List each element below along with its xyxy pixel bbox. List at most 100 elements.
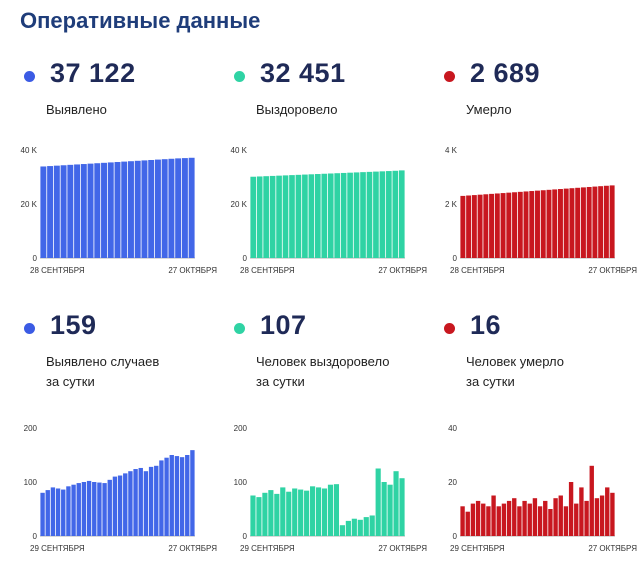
chart-bar <box>138 467 143 536</box>
chart-bar <box>605 487 610 536</box>
chart-bar <box>298 489 304 536</box>
y-tick-label: 100 <box>24 478 38 487</box>
x-end-label: 27 ОКТЯБРЯ <box>378 544 427 553</box>
stat-label: Человек умерло за сутки <box>466 352 564 392</box>
chart-bar <box>107 162 114 258</box>
chart-bar <box>586 186 592 258</box>
y-tick-label: 0 <box>453 532 458 541</box>
chart-bar <box>333 484 340 536</box>
stat-panel: 107 Человек выздоровело за сутки 0 100 200… <box>230 310 430 582</box>
chart-bar <box>280 487 286 536</box>
chart-bar <box>308 174 315 258</box>
chart-bar <box>345 520 351 536</box>
stat-panel: 16 Человек умерло за сутки 0 20 40 29 СЕНТЯ… <box>440 310 640 582</box>
chart-bar <box>174 456 180 536</box>
stat-label: Выявлено <box>46 100 107 120</box>
chart-bar <box>563 506 569 536</box>
chart-bar <box>340 172 347 258</box>
chart-bar <box>506 500 512 536</box>
chart-bar <box>50 487 56 536</box>
y-tick-label: 20 <box>448 478 457 487</box>
chart-bar <box>347 172 353 258</box>
chart-bar <box>80 164 87 258</box>
x-end-label: 27 ОКТЯБРЯ <box>588 544 637 553</box>
indicator-dot-icon <box>234 323 245 334</box>
chart-bar <box>107 479 112 536</box>
chart-bar <box>381 482 387 536</box>
chart-bar <box>76 483 81 536</box>
chart-bar <box>537 506 543 536</box>
chart-bar <box>45 490 50 536</box>
stat-label-line2: за сутки <box>466 374 515 389</box>
x-start-label: 28 СЕНТЯБРЯ <box>240 266 295 275</box>
stat-label: Выздоровело <box>256 100 338 120</box>
chart-bar <box>286 491 292 536</box>
chart-bar <box>175 158 182 258</box>
chart-bar <box>282 175 289 258</box>
y-tick-label: 40 K <box>21 146 38 155</box>
chart-bar <box>269 175 276 258</box>
chart-bar <box>475 500 481 536</box>
chart-bar <box>128 161 134 258</box>
y-tick-label: 40 <box>448 424 457 433</box>
chart-bar <box>263 176 269 258</box>
chart-bar <box>94 163 101 258</box>
chart-bar <box>92 482 97 536</box>
y-tick-label: 0 <box>453 254 458 263</box>
chart-bar <box>60 165 67 258</box>
y-tick-label: 0 <box>243 532 248 541</box>
chart-bar <box>179 457 185 536</box>
chart-bar <box>553 498 558 536</box>
chart-bar <box>483 194 489 258</box>
chart-bar <box>128 471 133 536</box>
chart-bar <box>460 506 465 536</box>
y-tick-label: 4 K <box>445 146 458 155</box>
y-tick-label: 20 K <box>21 200 38 209</box>
chart-bar <box>353 172 360 258</box>
chart-bar <box>532 498 538 536</box>
chart-bar <box>321 488 328 536</box>
chart-bar <box>529 191 535 258</box>
chart-bar <box>268 490 274 536</box>
chart-bar <box>61 489 66 536</box>
chart-bar <box>471 195 477 258</box>
chart-bar <box>584 500 589 536</box>
chart-bar <box>314 174 321 258</box>
chart-bar <box>527 503 532 536</box>
chart-bar <box>603 185 609 258</box>
chart-bar <box>470 503 476 536</box>
stat-panel: 2 689 Умерло 0 2 K 4 K 28 СЕНТЯБРЯ 27 ОКТЯБР… <box>440 58 640 330</box>
chart-bar <box>379 171 386 258</box>
y-tick-label: 200 <box>234 424 248 433</box>
chart-bar <box>327 484 334 536</box>
chart-bar <box>592 186 598 258</box>
chart-bar <box>373 171 379 258</box>
chart-bar <box>289 175 295 258</box>
x-end-label: 27 ОКТЯБРЯ <box>588 266 637 275</box>
chart-bar <box>575 187 581 258</box>
chart-bar <box>81 482 87 536</box>
stat-label-line2: за сутки <box>46 374 95 389</box>
stat-panel: 159 Выявлено случаев за сутки 0 100 200 29 … <box>20 310 220 582</box>
y-tick-label: 0 <box>33 254 38 263</box>
x-end-label: 27 ОКТЯБРЯ <box>168 544 217 553</box>
chart-bar <box>250 495 256 536</box>
chart-bar <box>517 191 523 258</box>
x-end-label: 27 ОКТЯБРЯ <box>168 266 217 275</box>
stat-panel: 32 451 Выздоровело 0 20 K 40 K 28 СЕНТЯБРЯ 2… <box>230 58 430 330</box>
chart-bar <box>512 192 518 258</box>
chart-bar <box>74 164 81 258</box>
stat-label-line1: Выявлено случаев <box>46 354 160 369</box>
chart-bar <box>506 192 512 258</box>
chart-bar <box>185 455 190 536</box>
indicator-dot-icon <box>24 323 35 334</box>
chart-bar <box>387 484 393 536</box>
chart-bar <box>543 500 548 536</box>
x-start-label: 28 СЕНТЯБРЯ <box>30 266 85 275</box>
chart-bar <box>53 165 60 258</box>
chart-bar <box>292 488 298 536</box>
chart-bar <box>609 185 615 258</box>
chart-bar <box>262 492 268 536</box>
chart-bar <box>496 506 501 536</box>
y-tick-label: 100 <box>234 478 248 487</box>
